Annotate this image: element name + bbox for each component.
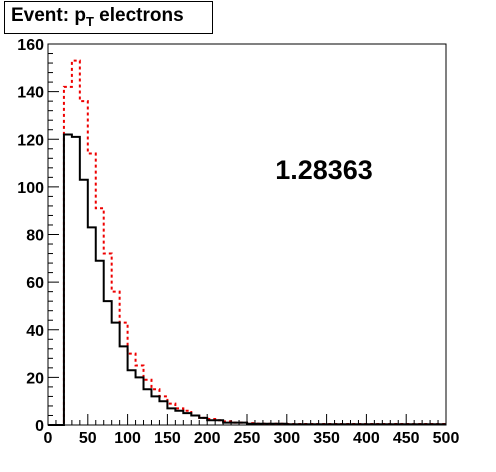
x-tick-label: 200 (194, 430, 221, 447)
x-tick-label: 50 (79, 430, 97, 447)
plot-frame (47, 43, 447, 426)
annotation-value: 1.28363 (275, 155, 373, 185)
chart-title-suffix: electrons (93, 5, 184, 26)
y-tick-label: 0 (35, 418, 44, 435)
x-tick-label: 400 (353, 430, 380, 447)
y-tick-label: 120 (17, 132, 44, 149)
y-tick-label: 100 (17, 180, 44, 197)
series-layer (48, 59, 446, 426)
axis-layer: 0 50 100 150 200 250 300 350 400 450 500 0 20 40 60 80 1… (17, 37, 459, 447)
y-tick-label: 60 (26, 275, 44, 292)
y-tick-label: 20 (26, 370, 44, 387)
x-tick-label: 450 (393, 430, 420, 447)
chart-title-prefix: Event: p (11, 5, 86, 26)
y-tick-label: 40 (26, 323, 44, 340)
y-tick-label: 160 (17, 37, 44, 54)
y-tick-label: 140 (17, 85, 44, 102)
x-tick-label: 100 (114, 430, 141, 447)
chart-title-subscript: T (85, 14, 94, 29)
series-red-dashed (48, 59, 446, 426)
x-tick-label: 0 (44, 430, 53, 447)
x-tick-label: 150 (154, 430, 181, 447)
x-tick-label: 300 (273, 430, 300, 447)
chart-title: Event: pT electrons (4, 1, 213, 34)
series-black-solid (48, 133, 446, 426)
x-tick-label: 350 (313, 430, 340, 447)
x-tick-label: 250 (234, 430, 261, 447)
y-tick-label: 80 (26, 228, 44, 245)
x-tick-label: 500 (433, 430, 460, 447)
